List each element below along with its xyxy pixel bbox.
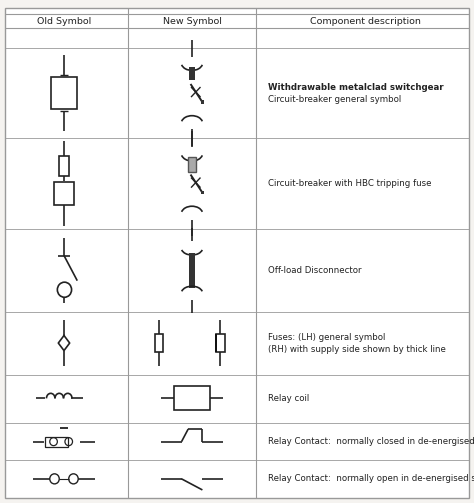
Bar: [45, 437, 68, 447]
Bar: [216, 334, 225, 352]
Text: (RH) with supply side shown by thick line: (RH) with supply side shown by thick lin…: [268, 345, 446, 354]
Text: Old Symbol: Old Symbol: [37, 17, 91, 26]
Bar: [189, 253, 195, 288]
Text: Relay Contact:  normally open in de-energised state: Relay Contact: normally open in de-energ…: [268, 474, 474, 483]
Text: Withdrawable metalclad switchgear: Withdrawable metalclad switchgear: [268, 82, 444, 92]
Text: New Symbol: New Symbol: [163, 17, 221, 26]
Text: Component description: Component description: [310, 17, 420, 26]
Bar: [188, 157, 196, 172]
Bar: [59, 156, 69, 176]
Bar: [174, 386, 210, 410]
Bar: [189, 67, 195, 80]
Text: Relay coil: Relay coil: [268, 394, 309, 403]
Bar: [201, 191, 204, 195]
Bar: [201, 101, 204, 104]
Text: Circuit-breaker with HBC tripping fuse: Circuit-breaker with HBC tripping fuse: [268, 179, 431, 188]
Bar: [155, 334, 163, 352]
Bar: [54, 183, 74, 205]
Text: Relay Contact:  normally closed in de-energised state: Relay Contact: normally closed in de-ene…: [268, 437, 474, 446]
Text: Fuses: (LH) general symbol: Fuses: (LH) general symbol: [268, 332, 385, 342]
Text: Off-load Disconnector: Off-load Disconnector: [268, 266, 361, 275]
Bar: [51, 77, 77, 110]
Text: Circuit-breaker general symbol: Circuit-breaker general symbol: [268, 95, 401, 104]
Bar: [215, 334, 217, 352]
